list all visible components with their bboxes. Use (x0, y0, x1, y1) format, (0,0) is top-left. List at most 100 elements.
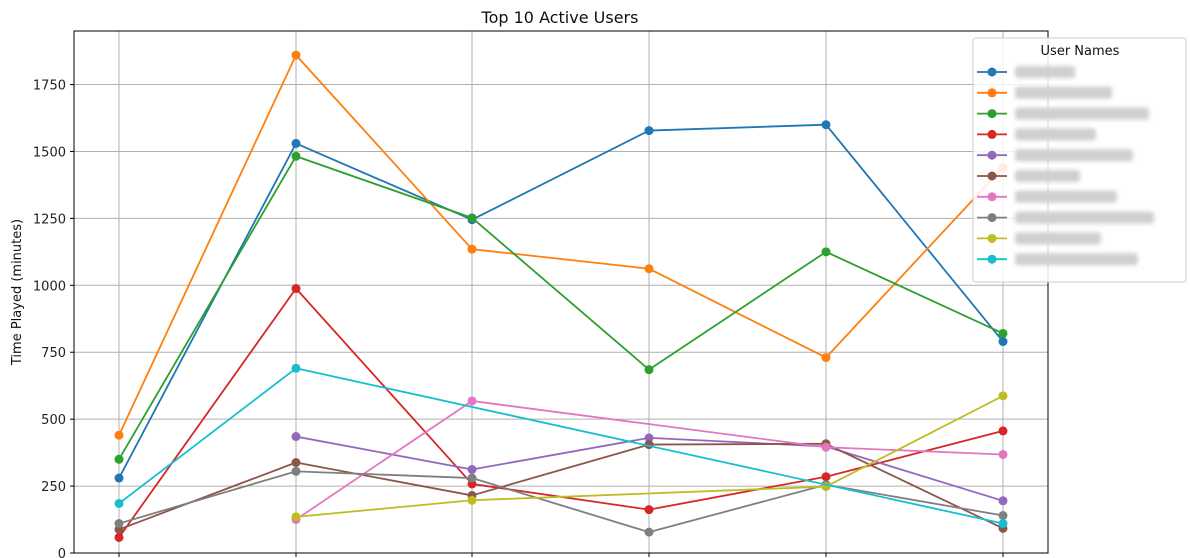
data-point (998, 511, 1008, 521)
legend-redacted-name (1015, 86, 1112, 99)
data-point (821, 247, 831, 257)
legend-marker (987, 171, 997, 181)
legend-items (977, 66, 1154, 266)
legend-item (977, 190, 1117, 203)
data-point (291, 458, 301, 468)
data-point (114, 454, 124, 464)
series-line (118, 442, 1004, 531)
series-1 (114, 120, 1008, 483)
legend-item (977, 170, 1080, 182)
y-tick-label: 500 (41, 413, 66, 428)
chart-title: Top 10 Active Users (481, 8, 639, 27)
data-point (821, 120, 831, 130)
data-point (467, 464, 477, 474)
data-point (467, 213, 477, 223)
data-point (467, 396, 477, 406)
gridlines (74, 31, 1048, 554)
data-point (291, 284, 301, 294)
series-10 (114, 363, 1008, 529)
legend-redacted-name (1015, 66, 1075, 78)
series-line (118, 123, 1004, 479)
data-point (998, 337, 1008, 347)
legend-redacted-name (1015, 149, 1133, 162)
data-point (644, 365, 654, 375)
legend-item (977, 232, 1101, 245)
legend-marker (987, 88, 997, 98)
legend-item (977, 128, 1096, 141)
data-point (821, 353, 831, 363)
data-point (998, 519, 1008, 529)
legend-marker (987, 192, 997, 202)
data-point (114, 473, 124, 483)
y-tick-label: 250 (41, 480, 66, 495)
legend-marker (987, 150, 997, 160)
data-point (644, 126, 654, 136)
data-point (467, 244, 477, 254)
data-point (114, 498, 124, 508)
legend-item (977, 253, 1138, 266)
data-point (644, 505, 654, 515)
y-axis-label: Time Played (minutes) (10, 219, 25, 366)
data-point (114, 532, 124, 542)
plot-frame (73, 30, 1049, 554)
legend-redacted-name (1015, 107, 1149, 120)
y-tick-label: 0 (58, 547, 66, 558)
legend-redacted-name (1015, 232, 1101, 245)
legend-marker (987, 233, 997, 243)
series-line (295, 400, 1004, 521)
data-point (998, 449, 1008, 459)
legend-redacted-name (1015, 253, 1138, 266)
legend-redacted-name (1015, 170, 1080, 182)
series-line (118, 367, 1004, 525)
data-point (291, 151, 301, 161)
legend-title: User Names (1041, 44, 1120, 59)
legend-marker (987, 254, 997, 264)
y-tick-label: 1250 (33, 212, 66, 227)
data-point (821, 442, 831, 452)
legend-item (977, 149, 1133, 162)
data-point (291, 466, 301, 476)
data-point (644, 433, 654, 443)
data-point (644, 264, 654, 274)
series-line (118, 54, 1004, 436)
series-2 (114, 50, 1008, 440)
data-point (998, 496, 1008, 506)
axes (73, 30, 1049, 557)
series-line (295, 395, 1004, 518)
data-point (998, 328, 1008, 338)
data-point (291, 138, 301, 148)
legend-marker (987, 67, 997, 77)
data-point (998, 391, 1008, 401)
series-line (118, 155, 1004, 460)
legend-marker (987, 109, 997, 119)
legend-item (977, 66, 1075, 78)
data-point (291, 512, 301, 522)
legend: User Names (972, 37, 1187, 283)
data-point (114, 430, 124, 440)
y-tick-label: 750 (41, 346, 66, 361)
y-axis-ticks: 0 250 500 750 1000 1250 1500 1750 (33, 79, 74, 558)
y-tick-label: 1000 (33, 279, 66, 294)
data-point (998, 426, 1008, 436)
data-point (291, 50, 301, 60)
y-tick-label: 1750 (33, 79, 66, 94)
legend-redacted-name (1015, 128, 1096, 141)
data-point (644, 527, 654, 537)
series-3 (114, 151, 1008, 464)
y-tick-label: 1500 (33, 145, 66, 160)
legend-item (977, 211, 1154, 224)
legend-redacted-name (1015, 190, 1117, 203)
legend-item (977, 86, 1112, 99)
data-point (821, 472, 831, 482)
data-point (467, 473, 477, 483)
data-point (291, 363, 301, 373)
data-point (114, 519, 124, 529)
legend-marker (987, 213, 997, 223)
data-point (467, 495, 477, 505)
series-8 (114, 466, 1008, 537)
series-line (118, 470, 1004, 534)
data-point (291, 432, 301, 442)
legend-item (977, 107, 1149, 120)
legend-redacted-name (1015, 211, 1154, 224)
